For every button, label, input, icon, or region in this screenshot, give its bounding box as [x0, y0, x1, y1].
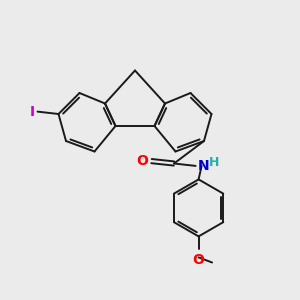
Text: I: I	[29, 105, 34, 118]
Text: O: O	[193, 253, 205, 267]
Text: H: H	[209, 156, 220, 169]
Text: O: O	[136, 154, 148, 168]
Text: N: N	[198, 159, 210, 173]
